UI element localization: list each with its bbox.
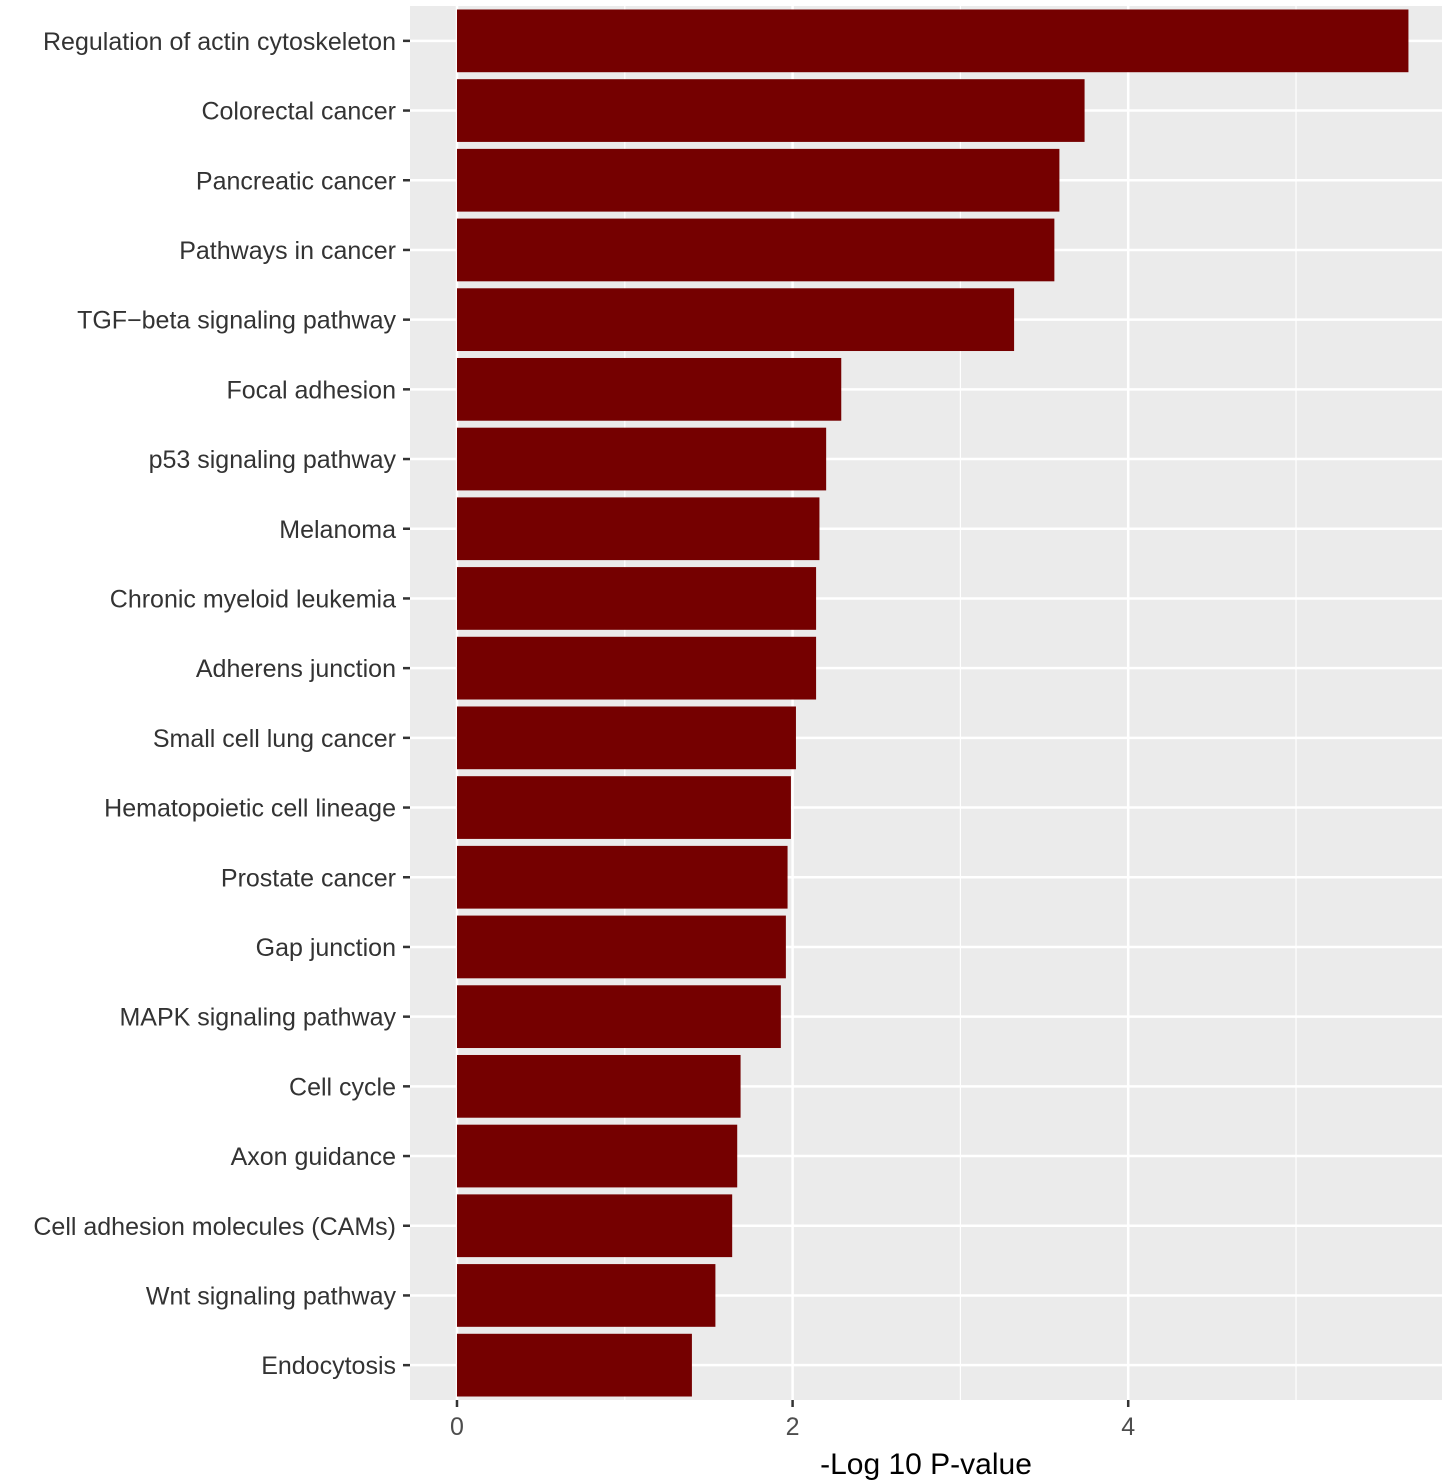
- y-tick-label: Melanoma: [279, 516, 396, 544]
- x-tick-label: 4: [1121, 1413, 1135, 1441]
- bar: [456, 985, 781, 1049]
- bars: [456, 9, 1409, 1397]
- y-tick-label: Endocytosis: [261, 1352, 396, 1380]
- bar: [456, 1333, 692, 1397]
- bar: [456, 79, 1085, 142]
- y-tick-label: Pathways in cancer: [179, 237, 396, 265]
- bar: [456, 845, 788, 909]
- bar: [456, 427, 827, 491]
- bar: [456, 497, 820, 561]
- y-tick-label: Pancreatic cancer: [196, 167, 396, 195]
- bar: [456, 915, 786, 979]
- bar: [456, 357, 842, 421]
- bar: [456, 1124, 738, 1188]
- bar: [456, 288, 1015, 352]
- x-axis-title: -Log 10 P-value: [820, 1448, 1032, 1481]
- y-tick-label: Regulation of actin cytoskeleton: [43, 28, 396, 56]
- bar: [456, 1194, 733, 1258]
- y-tick-label: MAPK signaling pathway: [119, 1004, 396, 1032]
- y-axis: Regulation of actin cytoskeleton Colorect…: [33, 28, 410, 1380]
- bar: [456, 1264, 716, 1327]
- bar: [456, 218, 1055, 282]
- bar: [456, 706, 796, 770]
- bar: [456, 148, 1060, 212]
- y-tick-label: Chronic myeloid leukemia: [110, 585, 396, 613]
- y-tick-label: TGF−beta signaling pathway: [77, 307, 396, 335]
- y-tick-label: Small cell lung cancer: [153, 725, 396, 753]
- bar: [456, 567, 817, 630]
- y-tick-label: Colorectal cancer: [201, 98, 396, 126]
- bar: [456, 9, 1409, 73]
- y-tick-label: Cell cycle: [289, 1073, 396, 1101]
- y-tick-label: Adherens junction: [196, 655, 396, 683]
- y-tick-label: Axon guidance: [231, 1143, 396, 1171]
- bar: [456, 636, 817, 700]
- y-tick-label: Focal adhesion: [226, 376, 396, 404]
- y-tick-label: Hematopoietic cell lineage: [104, 795, 396, 823]
- plot-panel: [410, 6, 1442, 1400]
- x-tick-label: 2: [786, 1413, 800, 1441]
- bar: [456, 776, 791, 839]
- y-tick-label: p53 signaling pathway: [149, 446, 397, 474]
- y-tick-label: Prostate cancer: [221, 864, 396, 892]
- x-axis: 0 2 4: [450, 1400, 1135, 1441]
- y-tick-label: Gap junction: [256, 934, 396, 962]
- bar: [456, 1054, 741, 1118]
- y-tick-label: Cell adhesion molecules (CAMs): [33, 1213, 396, 1241]
- y-tick-label: Wnt signaling pathway: [146, 1282, 397, 1310]
- x-tick-label: 0: [450, 1413, 464, 1441]
